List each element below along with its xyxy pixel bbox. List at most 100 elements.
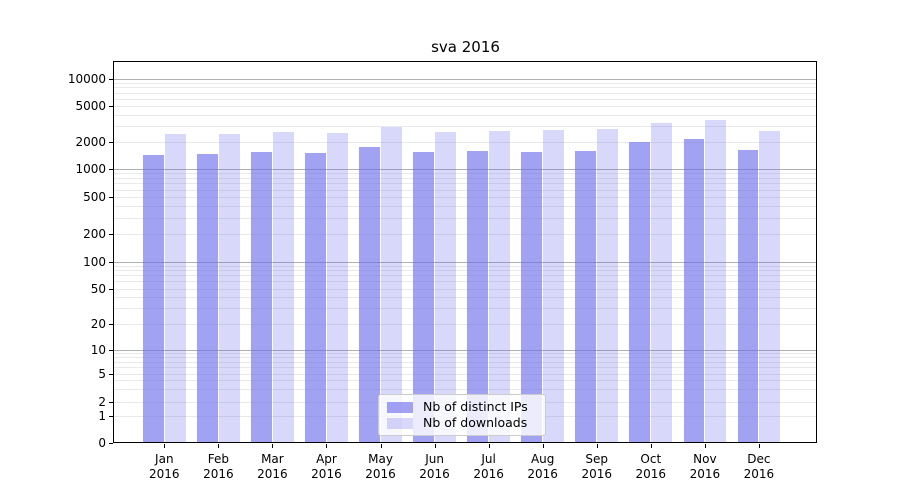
- gridline-10: [114, 349, 817, 351]
- x-label-year: 2016: [203, 467, 234, 481]
- gridline-4: [114, 380, 817, 382]
- x-label-year: 2016: [365, 467, 396, 481]
- x-tick-jun: [434, 443, 436, 448]
- x-label-year: 2016: [689, 467, 721, 481]
- x-label-month: Feb: [207, 452, 229, 466]
- bar-downloads-feb: [218, 134, 240, 443]
- x-tick-label-jun: Jun 2016: [405, 452, 465, 482]
- bar-downloads-jul: [489, 131, 510, 443]
- legend-label-downloads: Nb of downloads: [423, 415, 528, 430]
- bar-distinct-ips-feb: [197, 153, 218, 443]
- x-tick-label-mar: Mar 2016: [242, 452, 302, 482]
- bar-distinct-ips-dec: [737, 149, 759, 443]
- y-tick-label-1: 1: [98, 409, 106, 423]
- bar-distinct-ips-jan: [143, 155, 164, 443]
- y-tick-5: [109, 373, 113, 375]
- y-tick-label-500: 500: [83, 190, 106, 204]
- bar-downloads-jun: [435, 132, 456, 443]
- x-tick-label-aug: Aug 2016: [513, 452, 573, 482]
- y-tick-label-200: 200: [83, 227, 106, 241]
- x-label-month: Jun: [425, 452, 444, 466]
- bar-distinct-ips-nov: [683, 138, 705, 443]
- bar-downloads-mar: [272, 131, 294, 443]
- y-tick-label-10: 10: [90, 342, 106, 357]
- x-tick-label-dec: Dec 2016: [729, 452, 789, 482]
- legend-item-downloads: Nb of downloads: [387, 415, 537, 431]
- gridline-60: [114, 281, 817, 283]
- y-tick-1000: [109, 168, 113, 170]
- gridline-400: [114, 206, 817, 207]
- gridline-700: [114, 183, 817, 185]
- bar-distinct-ips-jun: [413, 152, 435, 443]
- gridline-200: [114, 234, 817, 235]
- bar-distinct-ips-mar: [251, 151, 272, 443]
- x-label-month: Sep: [585, 452, 609, 466]
- gridline-7: [114, 361, 817, 363]
- y-tick-label-5000: 5000: [75, 99, 106, 113]
- x-label-year: 2016: [527, 467, 558, 481]
- bar-downloads-apr: [326, 133, 348, 443]
- x-label-year: 2016: [743, 467, 775, 481]
- x-tick-jul: [488, 443, 490, 448]
- gridline-7000: [114, 92, 817, 94]
- chart-title: sva 2016: [431, 38, 500, 56]
- gridline-2000: [114, 141, 817, 143]
- y-tick-label-10000: 10000: [67, 71, 106, 86]
- gridline-4000: [114, 114, 817, 116]
- bar-distinct-ips-jul: [467, 150, 489, 443]
- y-tick-label-2: 2: [98, 395, 106, 409]
- y-tick-10: [109, 349, 113, 351]
- x-label-month: Mar: [261, 452, 284, 466]
- bar-downloads-dec: [759, 131, 781, 443]
- bar-distinct-ips-sep: [575, 150, 597, 443]
- x-label-month: Apr: [316, 452, 337, 466]
- y-tick-10000: [109, 78, 113, 80]
- gridline-50: [114, 288, 817, 290]
- bar-downloads-oct: [651, 123, 673, 443]
- bar-distinct-ips-may: [359, 147, 381, 443]
- x-label-month: Oct: [640, 452, 662, 466]
- x-tick-oct: [650, 443, 652, 448]
- x-tick-label-sep: Sep 2016: [567, 452, 627, 482]
- x-tick-may: [380, 443, 382, 448]
- y-tick-200: [109, 234, 113, 235]
- gridline-800: [114, 177, 817, 179]
- bar-distinct-ips-aug: [521, 151, 543, 443]
- gridline-30: [114, 308, 817, 309]
- gridline-6000: [114, 98, 817, 100]
- y-tick-label-100: 100: [83, 254, 106, 269]
- gridline-6: [114, 367, 817, 369]
- x-label-month: Aug: [530, 452, 555, 466]
- gridline-5000: [114, 106, 817, 107]
- x-label-year: 2016: [419, 467, 450, 481]
- gridline-20: [114, 323, 817, 325]
- legend-item-distinct-ips: Nb of distinct IPs: [387, 399, 537, 415]
- y-tick-label-20: 20: [90, 316, 106, 331]
- x-label-month: Jul: [481, 452, 496, 466]
- y-tick-label-0: 0: [98, 436, 106, 450]
- x-label-year: 2016: [149, 467, 180, 481]
- gridline-9: [114, 353, 817, 355]
- gridline-3: [114, 389, 817, 391]
- x-tick-label-jan: Jan 2016: [134, 452, 194, 482]
- gridline-10000: [114, 78, 817, 80]
- x-label-year: 2016: [635, 467, 667, 481]
- y-tick-2: [109, 402, 113, 403]
- legend-label-distinct-ips: Nb of distinct IPs: [423, 399, 528, 414]
- y-tick-50: [109, 288, 113, 290]
- y-tick-label-50: 50: [90, 281, 106, 296]
- x-label-month: Nov: [693, 452, 717, 466]
- bar-downloads-sep: [597, 129, 619, 443]
- bar-distinct-ips-apr: [305, 152, 326, 443]
- x-tick-feb: [218, 443, 220, 448]
- bar-downloads-nov: [705, 120, 727, 443]
- y-tick-500: [109, 197, 113, 198]
- x-tick-dec: [758, 443, 760, 448]
- x-label-year: 2016: [311, 467, 342, 481]
- y-tick-label-1000: 1000: [75, 161, 106, 176]
- x-tick-label-feb: Feb 2016: [188, 452, 248, 482]
- bar-downloads-jan: [164, 134, 186, 443]
- gridline-5: [114, 373, 817, 375]
- bar-distinct-ips-oct: [629, 142, 651, 443]
